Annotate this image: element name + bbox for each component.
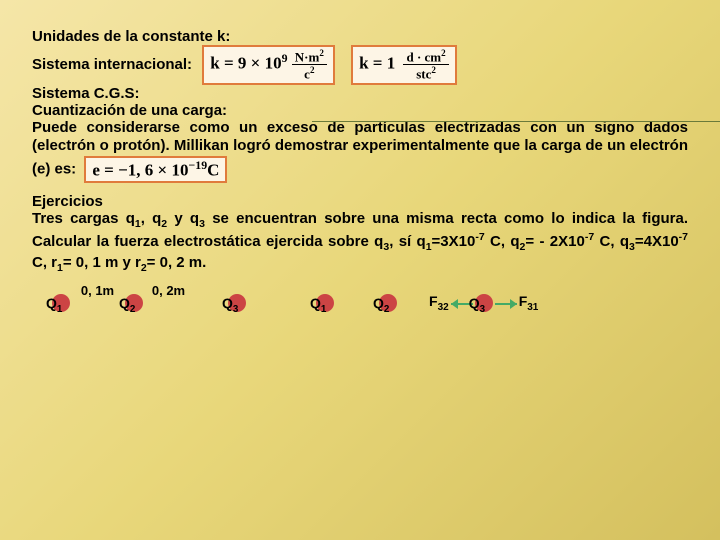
- charge-q3: Q3: [228, 294, 246, 312]
- charge-q1: Q1: [52, 294, 70, 312]
- title-units-k: Unidades de la constante k:: [32, 28, 688, 45]
- cuant-title: Cuantización de una carga:: [32, 102, 688, 119]
- label-r1: 0, 1m: [81, 283, 114, 298]
- formula-si: k = 9 × 109 N·m2 c2: [202, 45, 335, 85]
- formula-electron: e = −1, 6 × 10−19C: [84, 156, 227, 183]
- charge-q1b: Q1: [316, 294, 334, 312]
- arrow-right-icon: [495, 303, 517, 305]
- charge-q3b: Q3: [475, 294, 493, 312]
- formula-cgs: k = 1 d · cm2 stc2: [351, 45, 457, 85]
- formula-cgs-frac: d · cm2 stc2: [403, 49, 448, 81]
- diagram: Q1 0, 1m Q2 0, 2m Q3 Q1 Q2 F32 Q3 F31: [32, 293, 688, 313]
- label-cgs: Sistema C.G.S:: [32, 85, 688, 102]
- formula-si-lead: k = 9 × 10: [210, 54, 281, 73]
- divider: [312, 121, 720, 122]
- ejercicios-title: Ejercicios: [32, 193, 688, 210]
- formula-si-frac: N·m2 c2: [292, 49, 327, 81]
- formula-cgs-lead: k = 1: [359, 54, 395, 73]
- label-si: Sistema internacional:: [32, 56, 192, 73]
- charge-q2: Q2: [125, 294, 143, 312]
- cuant-body: Puede considerarse como un exceso de par…: [32, 119, 688, 183]
- label-r2: 0, 2m: [152, 283, 185, 298]
- charge-q2b: Q2: [379, 294, 397, 312]
- formula-si-exp: 9: [282, 51, 288, 65]
- ejercicios-body: Tres cargas q1, q2 y q3 se encuentran so…: [32, 210, 688, 275]
